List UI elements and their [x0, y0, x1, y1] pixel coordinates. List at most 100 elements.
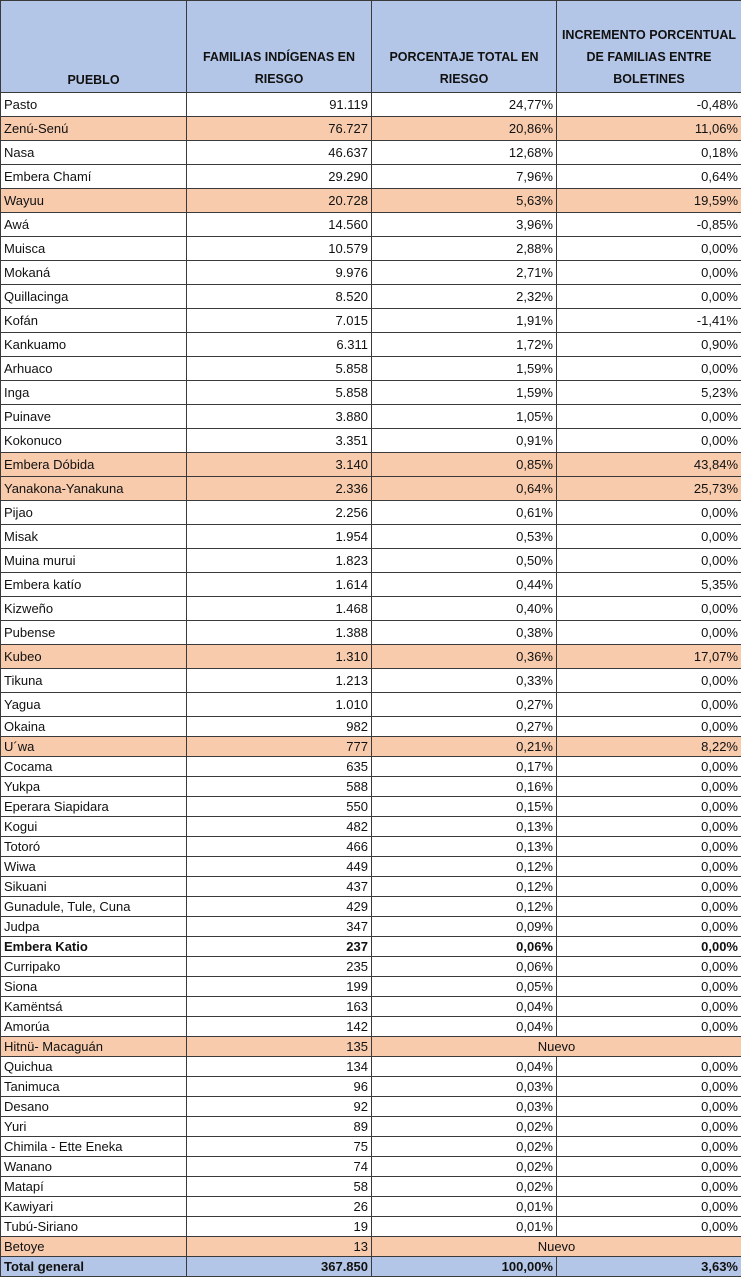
cell-familias: 3.351	[187, 429, 372, 453]
cell-familias: 46.637	[187, 141, 372, 165]
cell-familias: 347	[187, 917, 372, 937]
cell-porcentaje: 0,15%	[372, 797, 557, 817]
cell-familias: 20.728	[187, 189, 372, 213]
cell-familias: 482	[187, 817, 372, 837]
cell-familias: 199	[187, 977, 372, 997]
total-row: Total general 367.850 100,00% 3,63%	[1, 1257, 741, 1277]
cell-porcentaje: 0,21%	[372, 737, 557, 757]
total-label: Total general	[1, 1257, 187, 1277]
cell-incremento: 43,84%	[557, 453, 741, 477]
cell-pueblo: Pubense	[1, 621, 187, 645]
cell-familias: 163	[187, 997, 372, 1017]
cell-porcentaje: 0,33%	[372, 669, 557, 693]
cell-pueblo: Awá	[1, 213, 187, 237]
cell-familias: 134	[187, 1057, 372, 1077]
cell-pueblo: Judpa	[1, 917, 187, 937]
cell-familias: 235	[187, 957, 372, 977]
cell-porcentaje: 12,68%	[372, 141, 557, 165]
cell-incremento: 0,00%	[557, 285, 741, 309]
cell-incremento: 0,00%	[557, 693, 741, 717]
cell-familias: 7.015	[187, 309, 372, 333]
cell-incremento: 0,00%	[557, 621, 741, 645]
cell-familias: 142	[187, 1017, 372, 1037]
cell-incremento: 0,00%	[557, 877, 741, 897]
cell-porcentaje: 2,71%	[372, 261, 557, 285]
cell-pueblo: Wayuu	[1, 189, 187, 213]
cell-incremento: 0,00%	[557, 549, 741, 573]
cell-porcentaje: 0,16%	[372, 777, 557, 797]
cell-familias: 1.388	[187, 621, 372, 645]
cell-pueblo: Kawiyari	[1, 1197, 187, 1217]
cell-porcentaje: 0,44%	[372, 573, 557, 597]
cell-porcentaje: 0,12%	[372, 897, 557, 917]
cell-familias: 19	[187, 1217, 372, 1237]
cell-porcentaje: 0,01%	[372, 1217, 557, 1237]
cell-porcentaje: 0,02%	[372, 1157, 557, 1177]
cell-incremento: 0,00%	[557, 1157, 741, 1177]
cell-familias: 635	[187, 757, 372, 777]
cell-incremento: 25,73%	[557, 477, 741, 501]
cell-familias: 135	[187, 1037, 372, 1057]
cell-pueblo: Quillacinga	[1, 285, 187, 309]
cell-familias: 58	[187, 1177, 372, 1197]
cell-pueblo: Embera Katio	[1, 937, 187, 957]
cell-porcentaje: 3,96%	[372, 213, 557, 237]
cell-familias: 6.311	[187, 333, 372, 357]
cell-pueblo: Yagua	[1, 693, 187, 717]
cell-incremento: 0,00%	[557, 1097, 741, 1117]
cell-porcentaje: 0,02%	[372, 1177, 557, 1197]
cell-pueblo: Wanano	[1, 1157, 187, 1177]
header-familias: FAMILIAS INDÍGENAS EN RIESGO	[187, 1, 372, 93]
cell-incremento: 0,00%	[557, 1137, 741, 1157]
cell-pueblo: Gunadule, Tule, Cuna	[1, 897, 187, 917]
cell-familias: 429	[187, 897, 372, 917]
cell-porcentaje: 0,61%	[372, 501, 557, 525]
cell-porcentaje: 0,91%	[372, 429, 557, 453]
cell-porcentaje: 1,59%	[372, 381, 557, 405]
cell-incremento: 0,00%	[557, 405, 741, 429]
cell-pueblo: Zenú-Senú	[1, 117, 187, 141]
cell-pueblo: Puinave	[1, 405, 187, 429]
cell-familias: 92	[187, 1097, 372, 1117]
cell-porcentaje: 0,85%	[372, 453, 557, 477]
cell-familias: 8.520	[187, 285, 372, 309]
cell-familias: 9.976	[187, 261, 372, 285]
cell-incremento: -0,48%	[557, 93, 741, 117]
cell-pueblo: Amorúa	[1, 1017, 187, 1037]
cell-porcentaje: 1,05%	[372, 405, 557, 429]
header-row: PUEBLO FAMILIAS INDÍGENAS EN RIESGO PORC…	[1, 1, 741, 93]
cell-incremento: 0,00%	[557, 717, 741, 737]
cell-porcentaje: 0,02%	[372, 1137, 557, 1157]
cell-familias: 75	[187, 1137, 372, 1157]
cell-familias: 1.614	[187, 573, 372, 597]
cell-porcentaje: 0,38%	[372, 621, 557, 645]
cell-familias: 1.213	[187, 669, 372, 693]
cell-incremento: 0,00%	[557, 977, 741, 997]
cell-porcentaje: 0,06%	[372, 937, 557, 957]
cell-incremento: 0,00%	[557, 1077, 741, 1097]
cell-pueblo: Pasto	[1, 93, 187, 117]
cell-porcentaje: 0,27%	[372, 717, 557, 737]
